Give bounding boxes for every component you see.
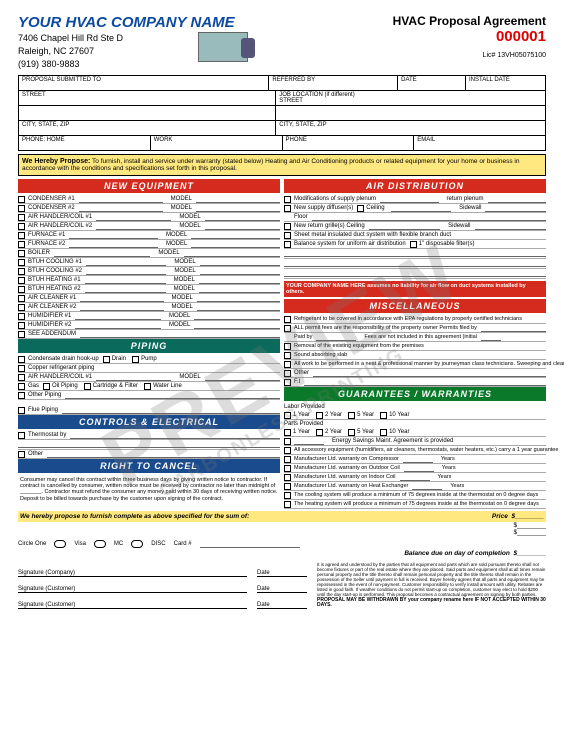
date3[interactable]: Date [257,595,307,609]
sig-customer1[interactable]: Signature (Customer) [18,579,247,593]
checkbox[interactable] [18,295,25,302]
new-equipment-header: NEW EQUIPMENT [18,179,280,193]
cell-phone2[interactable]: PHONE [283,136,415,150]
signatures: Signature (Company) Signature (Customer)… [18,563,546,611]
air-note: YOUR COMPANY NAME HERE assumes no liabil… [284,281,546,297]
checkbox[interactable] [18,223,25,230]
parts-label: Parts Provided [284,420,546,428]
date1[interactable]: Date [257,563,307,577]
misc-header: MISCELLANEOUS [284,299,546,313]
cancel-header: RIGHT TO CANCEL [18,459,280,473]
cell-phone-home[interactable]: PHONE: HOME [19,136,151,150]
right-col: AIR DISTRIBUTION Modifications of supply… [284,179,546,509]
company-name: YOUR HVAC COMPANY NAME [18,14,235,31]
controls-header: CONTROLS & ELECTRICAL [18,415,280,429]
cancel-text: Consumer may cancel this contract within… [18,475,280,503]
checkbox[interactable] [18,241,25,248]
piping-header: PIPING [18,339,280,353]
cell-referred[interactable]: REFERRED BY [269,76,398,90]
checkbox[interactable] [18,331,25,338]
sig-customer2[interactable]: Signature (Customer) [18,595,247,609]
checkbox[interactable] [18,205,25,212]
cell-install[interactable]: INSTALL DATE [466,76,545,90]
payment-row: Circle One Visa MC DISC Card # [18,540,546,548]
checkbox[interactable] [18,286,25,293]
cell-street[interactable]: STREET [19,91,276,105]
info-table: PROPOSAL SUBMITTED TO REFERRED BY DATE I… [18,75,546,151]
cell-csz[interactable]: CITY, STATE, ZIP [19,121,276,135]
checkbox[interactable] [18,232,25,239]
cell-job[interactable]: JOB LOCATION (if different)STREET [276,91,545,105]
cell-work[interactable]: WORK [151,136,283,150]
agreement-title: HVAC Proposal Agreement [393,14,546,28]
checkbox[interactable] [18,268,25,275]
cell-email[interactable]: EMAIL [414,136,545,150]
air-dist-header: AIR DISTRIBUTION [284,179,546,193]
header: YOUR HVAC COMPANY NAME 7406 Chapel Hill … [18,14,546,69]
fine-print: It is agreed and understood by the parti… [317,563,546,611]
logo-icon [198,32,248,62]
cell-blank2[interactable] [276,106,545,120]
disc-option[interactable] [131,540,143,548]
page: PREVIEW CARBONLESS PRINTING YOUR HVAC CO… [0,0,564,729]
propose-banner: We Hereby Propose: To furnish, install a… [18,154,546,176]
checkbox[interactable] [18,356,25,363]
checkbox[interactable] [18,277,25,284]
mc-option[interactable] [94,540,106,548]
date2[interactable]: Date [257,579,307,593]
checkbox[interactable] [18,304,25,311]
sig-company[interactable]: Signature (Company) [18,563,247,577]
left-col: NEW EQUIPMENT CONDENSER #1MODELCONDENSER… [18,179,280,509]
cell-csz2[interactable]: CITY, STATE, ZIP [276,121,545,135]
checkbox[interactable] [18,214,25,221]
cell-date[interactable]: DATE [398,76,466,90]
proposal-number: 000001 [393,28,546,45]
checkbox[interactable] [18,250,25,257]
visa-option[interactable] [54,540,66,548]
checkbox[interactable] [18,259,25,266]
guarantee-header: GUARANTEES / WARRANTIES [284,387,546,401]
checkbox[interactable] [18,322,25,329]
cell-submitted[interactable]: PROPOSAL SUBMITTED TO [19,76,269,90]
checkbox[interactable] [18,313,25,320]
labor-label: Labor Provided [284,403,546,411]
checkbox[interactable] [18,196,25,203]
sum-row: We hereby propose to furnish complete as… [18,511,546,522]
cell-blank1[interactable] [19,106,276,120]
license: Lic# 13VH05075100 [483,52,546,59]
